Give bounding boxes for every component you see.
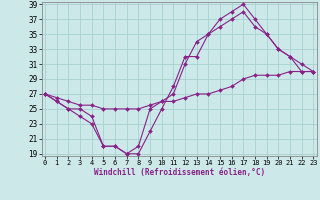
X-axis label: Windchill (Refroidissement éolien,°C): Windchill (Refroidissement éolien,°C) [94,168,265,177]
